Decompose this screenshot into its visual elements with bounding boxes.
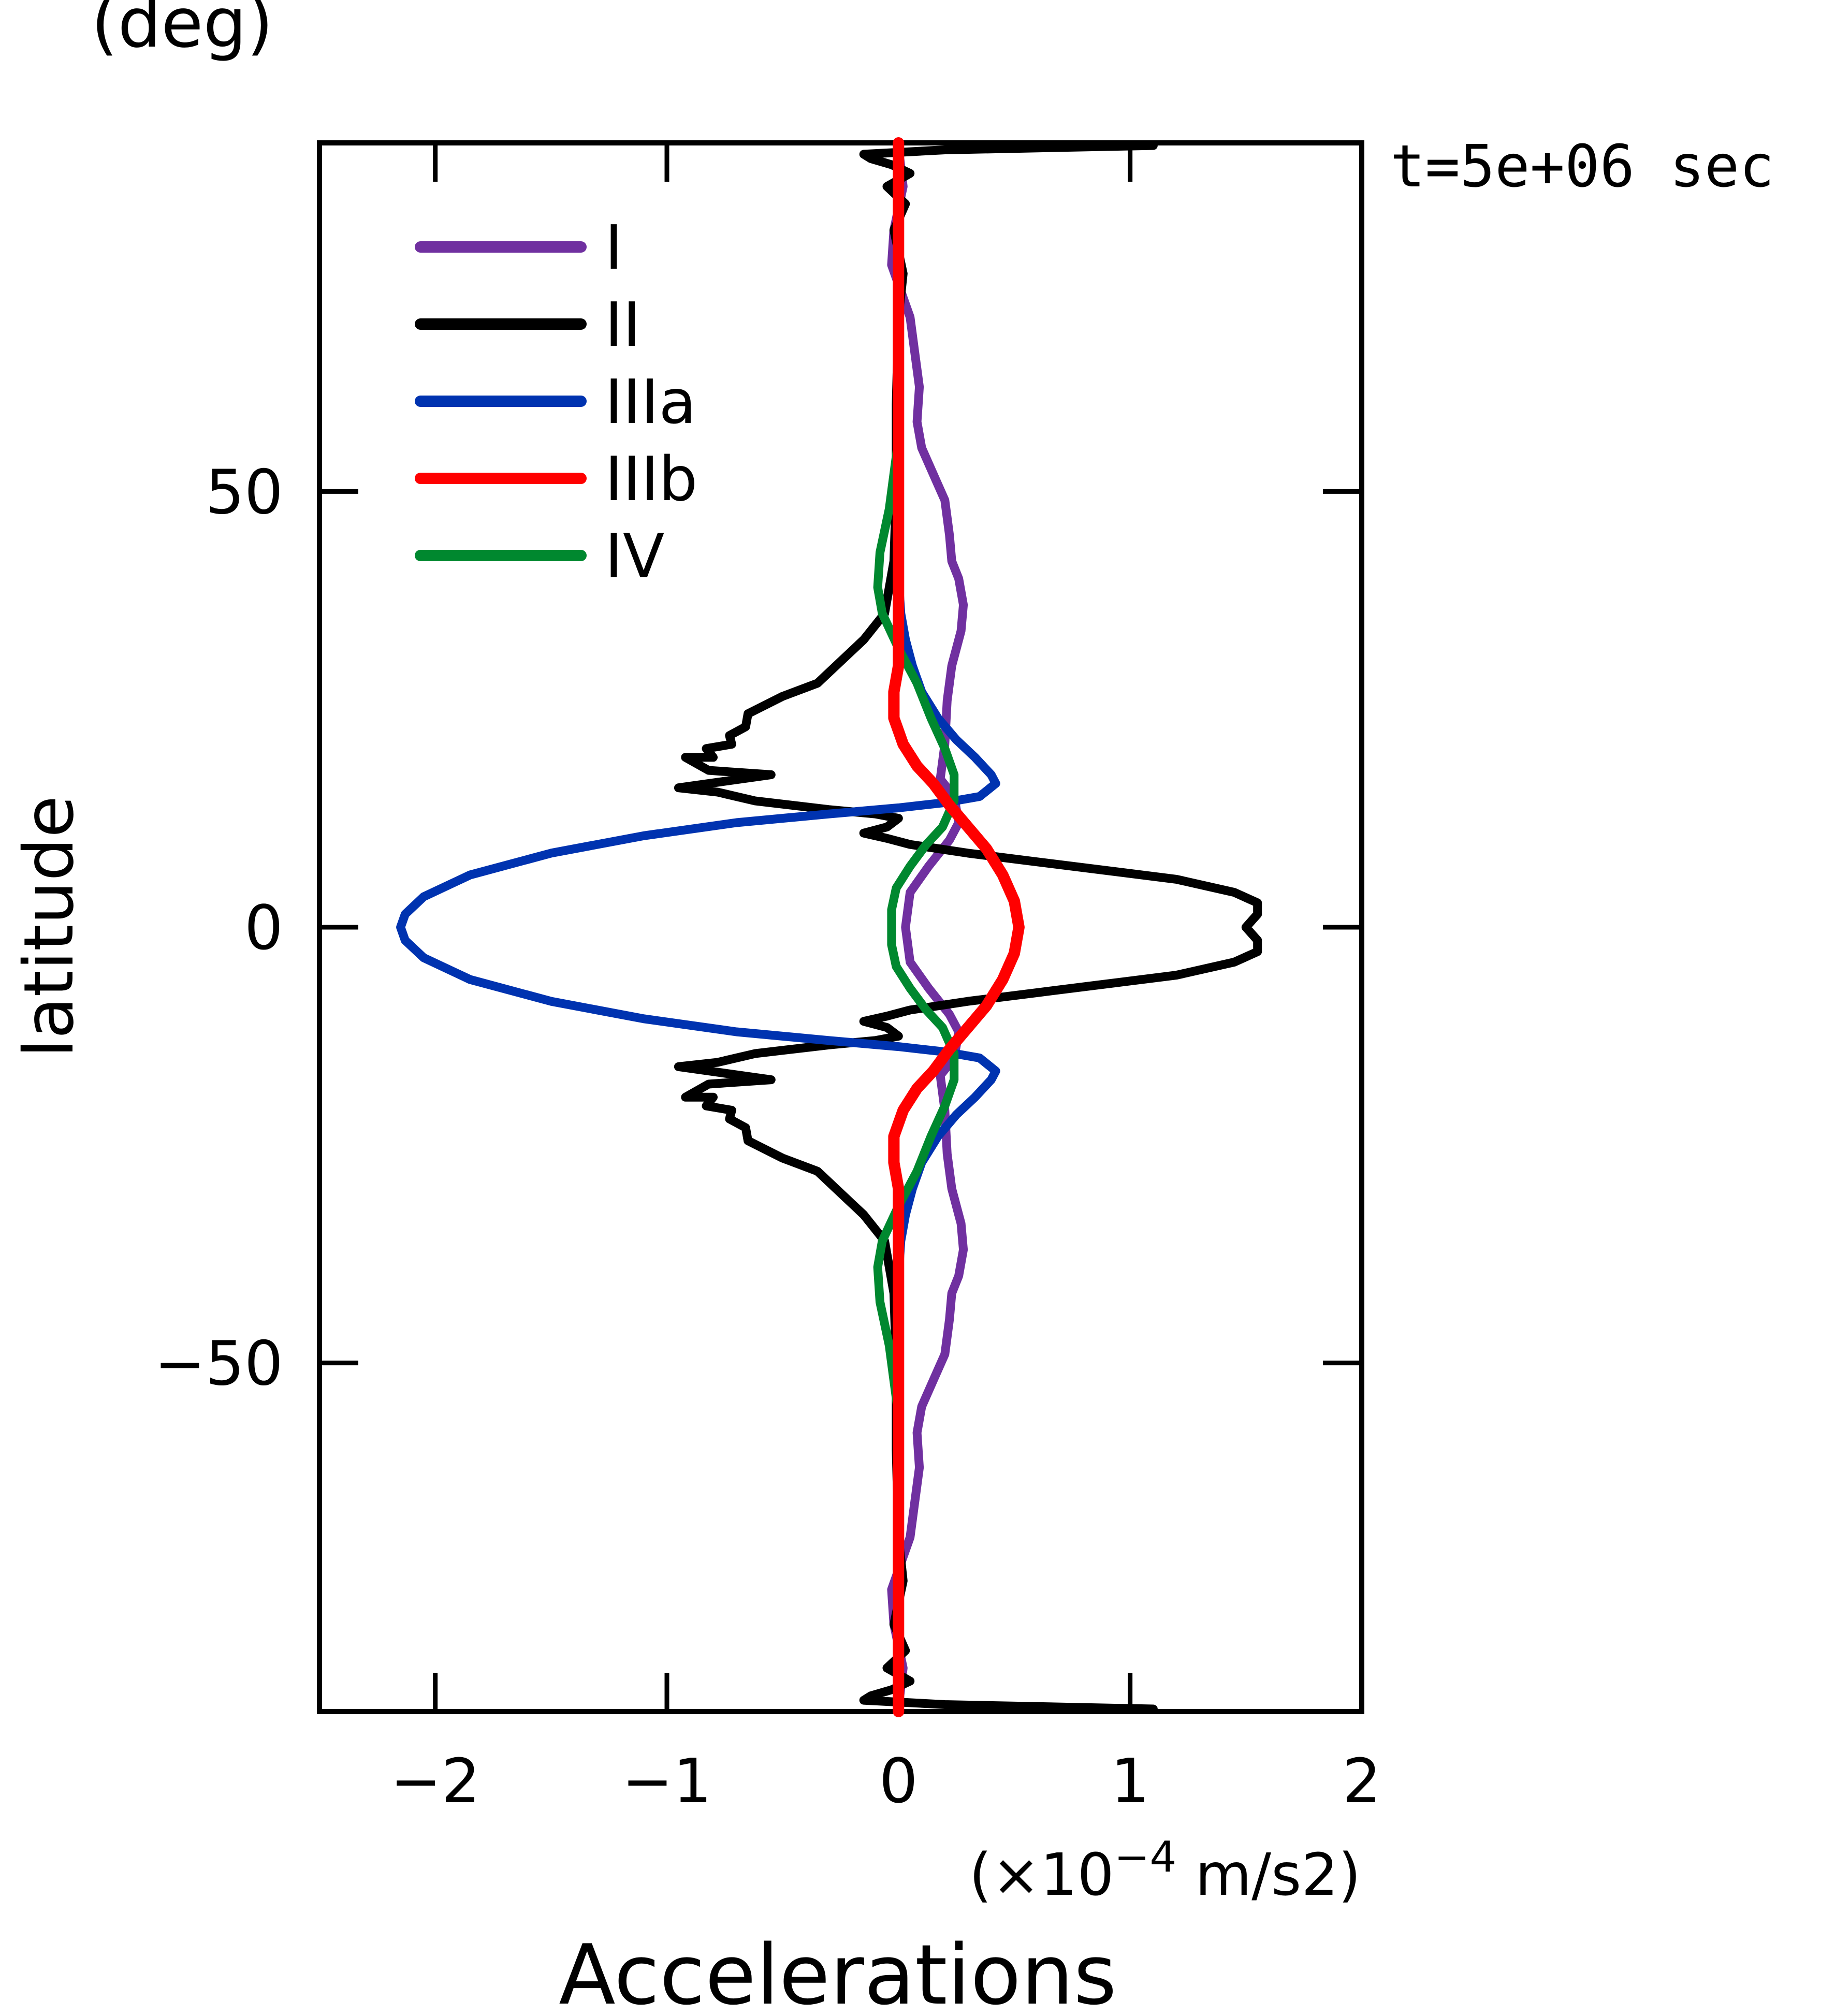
x-axis-label: Accelerations <box>559 1926 1117 2016</box>
x-tick-label-0: −2 <box>390 1745 480 1817</box>
x-units-suffix: m/s2) <box>1177 1842 1361 1909</box>
plot-frame <box>317 140 1364 1714</box>
x-units-exponent: −4 <box>1114 1833 1177 1882</box>
y-tick-label-2: 50 <box>206 456 283 528</box>
series-layer <box>396 137 1262 1717</box>
x-tick-label-3: 1 <box>1111 1745 1149 1817</box>
x-tick-label-4: 2 <box>1342 1745 1381 1817</box>
legend-label-iiib: IIIb <box>605 443 697 515</box>
legend-label-iiia: IIIa <box>605 366 696 437</box>
legend-label-iv: IV <box>605 520 665 592</box>
axis-ticks: −2 −1 0 1 2 −50 0 50 <box>154 143 1381 1817</box>
x-units-prefix: (×10 <box>969 1842 1114 1909</box>
series-line-iiia <box>396 138 1000 1716</box>
x-units-label: (×10−4 m/s2) <box>969 1833 1361 1909</box>
series-line-i <box>887 142 968 1712</box>
x-tick-label-2: 0 <box>879 1745 918 1817</box>
legend-label-ii: II <box>605 289 641 360</box>
x-tick-label-1: −1 <box>622 1745 712 1817</box>
timestamp-label: t=5e+06 sec <box>1390 133 1774 200</box>
series-line-iiib <box>888 137 1025 1717</box>
series-line-ii <box>674 141 1262 1714</box>
series-line-iv <box>873 434 959 1420</box>
y-axis-label: latitude <box>9 796 89 1058</box>
y-tick-label-1: 0 <box>244 892 283 963</box>
legend-label-i: I <box>605 212 623 283</box>
y-units-label: (deg) <box>91 0 273 63</box>
y-tick-label-0: −50 <box>154 1328 283 1399</box>
